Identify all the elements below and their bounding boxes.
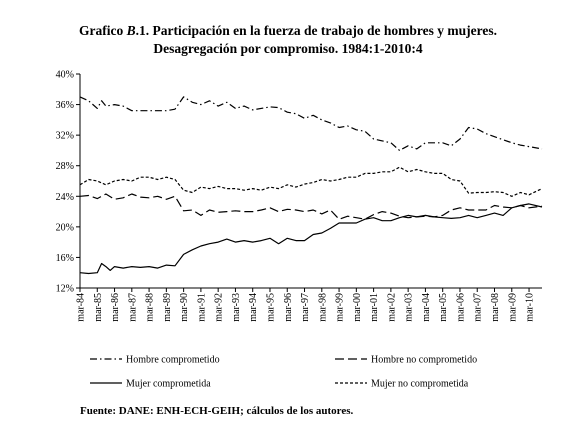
x-tick-label: mar-97 bbox=[300, 293, 311, 322]
y-tick-label: 12% bbox=[56, 284, 74, 295]
y-tick-label: 16% bbox=[56, 253, 74, 264]
x-tick-label: mar-00 bbox=[352, 293, 363, 322]
title-label: B bbox=[126, 23, 136, 38]
x-tick-label: mar-06 bbox=[455, 293, 466, 322]
x-tick-label: mar-88 bbox=[145, 293, 156, 322]
legend-label-3: Mujer no comprometida bbox=[371, 379, 469, 390]
x-tick-label: mar-84 bbox=[76, 293, 87, 322]
series-line-1 bbox=[79, 193, 543, 220]
x-tick-label: mar-05 bbox=[438, 293, 449, 322]
x-tick-label: mar-02 bbox=[386, 293, 397, 322]
x-tick-label: mar-91 bbox=[196, 293, 207, 322]
source-note: Fuente: DANE: ENH-ECH-GEIH; cálculos de … bbox=[80, 405, 354, 417]
x-tick-label: mar-92 bbox=[214, 293, 225, 322]
x-tick-label: mar-09 bbox=[507, 293, 518, 322]
x-tick-label: mar-08 bbox=[490, 293, 501, 322]
legend-label-1: Hombre no comprometido bbox=[371, 355, 477, 366]
chart-series bbox=[79, 96, 543, 275]
series-line-0 bbox=[79, 96, 543, 151]
x-tick-label: mar-98 bbox=[317, 293, 328, 322]
legend-label-2: Mujer comprometida bbox=[126, 379, 211, 390]
x-tick-label: mar-87 bbox=[127, 293, 138, 322]
x-tick-label: mar-01 bbox=[369, 293, 380, 322]
y-tick-label: 20% bbox=[56, 222, 74, 233]
y-tick-label: 36% bbox=[56, 100, 74, 111]
x-tick-label: mar-96 bbox=[283, 293, 294, 322]
x-tick-label: mar-93 bbox=[231, 293, 242, 322]
y-tick-label: 40% bbox=[56, 70, 74, 81]
series-line-2 bbox=[79, 203, 543, 275]
y-tick-label: 32% bbox=[56, 131, 74, 142]
x-tick-label: mar-94 bbox=[248, 293, 259, 322]
x-tick-label: mar-95 bbox=[265, 293, 276, 322]
x-tick-label: mar-85 bbox=[93, 293, 104, 322]
x-tick-label: mar-99 bbox=[335, 293, 346, 322]
legend-label-0: Hombre comprometido bbox=[126, 355, 220, 366]
title-prefix: Grafico bbox=[79, 23, 127, 38]
chart-legend: Hombre comprometido Hombre no comprometid… bbox=[90, 355, 477, 390]
chart-axes: 12% 16% 20% 24% 28% 32% 36% 40% mar-84 mar-85 mar-… bbox=[56, 70, 542, 322]
x-tick-label: mar-90 bbox=[179, 293, 190, 322]
x-tick-label: mar-10 bbox=[525, 293, 536, 322]
series-line-3 bbox=[79, 166, 543, 197]
title-rest: .1. Participación en la fuerza de trabaj… bbox=[135, 23, 497, 38]
chart-subtitle: Desagregación por compromiso. 1984:1-201… bbox=[153, 41, 423, 56]
chart-title: Grafico B.1. Participación en la fuerza … bbox=[0, 22, 576, 39]
x-tick-label: mar-03 bbox=[404, 293, 415, 322]
x-tick-label: mar-07 bbox=[473, 293, 484, 322]
y-tick-label: 24% bbox=[56, 192, 74, 203]
x-tick-label: mar-89 bbox=[162, 293, 173, 322]
x-tick-label: mar-04 bbox=[421, 293, 432, 322]
y-tick-label: 28% bbox=[56, 161, 74, 172]
x-tick-label: mar-86 bbox=[110, 293, 121, 322]
